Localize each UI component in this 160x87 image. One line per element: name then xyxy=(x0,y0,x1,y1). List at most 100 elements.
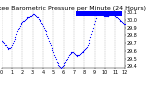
Point xyxy=(8,48,11,49)
Point xyxy=(70,52,73,53)
Point xyxy=(92,27,94,28)
Point xyxy=(97,12,99,13)
Point xyxy=(91,30,93,31)
Point xyxy=(103,15,105,17)
Point xyxy=(105,15,108,17)
Point xyxy=(109,14,111,15)
Point xyxy=(31,14,34,15)
Point xyxy=(56,62,59,64)
Point xyxy=(4,44,6,45)
Point xyxy=(17,28,19,30)
Point xyxy=(67,56,69,58)
Point xyxy=(9,48,12,49)
Point xyxy=(18,27,20,28)
Point xyxy=(23,20,25,21)
Point xyxy=(86,46,88,48)
Point xyxy=(59,66,61,68)
FancyBboxPatch shape xyxy=(76,11,122,16)
Point xyxy=(117,18,120,20)
Point xyxy=(101,14,104,15)
Point xyxy=(120,21,123,22)
Point xyxy=(25,17,28,19)
Point xyxy=(79,53,81,55)
Point xyxy=(42,25,44,27)
Point xyxy=(14,36,17,37)
Point xyxy=(61,66,63,68)
Point xyxy=(15,33,18,34)
Point xyxy=(99,12,102,13)
Point xyxy=(93,21,96,22)
Point xyxy=(98,11,100,13)
Point xyxy=(37,18,40,20)
Point xyxy=(12,42,14,44)
Point xyxy=(33,14,36,15)
Point xyxy=(122,22,124,24)
Point xyxy=(92,24,95,25)
Point xyxy=(124,24,126,25)
Point xyxy=(96,13,99,14)
Point xyxy=(74,54,77,55)
Point xyxy=(112,14,115,15)
Point xyxy=(111,12,113,13)
Point xyxy=(52,52,55,53)
Point xyxy=(63,62,66,64)
Point xyxy=(28,16,30,17)
Point xyxy=(66,58,68,59)
Point xyxy=(1,41,4,42)
Point xyxy=(50,47,53,48)
Point xyxy=(51,49,54,51)
Point xyxy=(24,18,27,20)
Point xyxy=(123,23,125,24)
Text: Milwaukee Barometric Pressure per Minute (24 Hours): Milwaukee Barometric Pressure per Minute… xyxy=(0,6,146,11)
Point xyxy=(83,49,86,51)
Point xyxy=(29,15,31,17)
Point xyxy=(46,35,48,37)
Point xyxy=(53,54,55,55)
Point xyxy=(3,42,5,44)
Point xyxy=(30,15,32,17)
Point xyxy=(88,39,91,41)
Point xyxy=(86,45,89,46)
Point xyxy=(44,31,47,32)
Point xyxy=(5,46,8,48)
Point xyxy=(6,47,9,48)
Point xyxy=(36,17,39,18)
Point xyxy=(100,13,103,14)
Point xyxy=(118,19,121,20)
Point xyxy=(104,15,106,17)
Point xyxy=(55,59,57,60)
Point xyxy=(82,50,85,52)
Point xyxy=(19,24,22,25)
Point xyxy=(75,55,78,56)
Point xyxy=(113,14,116,16)
Point xyxy=(119,20,122,21)
Point xyxy=(107,15,110,17)
Point xyxy=(21,21,24,23)
Point xyxy=(54,56,56,58)
Point xyxy=(68,53,71,55)
Point xyxy=(69,52,72,54)
Point xyxy=(10,46,12,48)
Point xyxy=(0,41,3,42)
Point xyxy=(121,21,124,23)
Point xyxy=(64,61,67,62)
Point xyxy=(20,22,23,24)
Point xyxy=(72,52,74,53)
Point xyxy=(74,53,76,55)
Point xyxy=(26,17,29,18)
Point xyxy=(49,45,52,46)
Point xyxy=(7,49,10,50)
Point xyxy=(13,38,16,40)
Point xyxy=(85,48,87,49)
Point xyxy=(89,36,92,37)
Point xyxy=(68,55,70,56)
Point xyxy=(117,17,119,19)
Point xyxy=(40,22,43,24)
Point xyxy=(99,11,101,13)
Point xyxy=(43,29,46,31)
Point xyxy=(49,42,51,44)
Point xyxy=(43,27,45,28)
Point xyxy=(108,14,111,16)
Point xyxy=(12,41,15,42)
Point xyxy=(106,15,109,17)
